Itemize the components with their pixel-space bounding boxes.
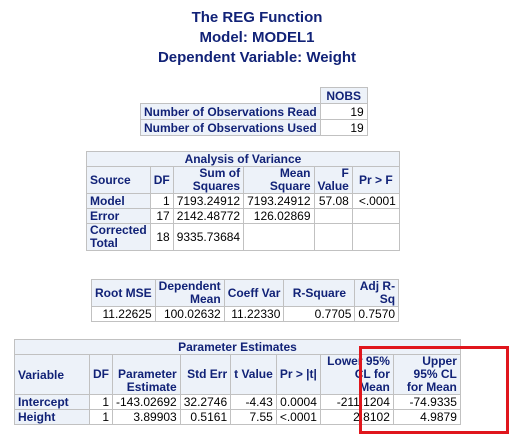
anova-table: Analysis of Variance Source DF Sum of Sq… [86, 151, 400, 251]
cell-lcl: -211.1204 [319, 394, 394, 410]
row-label: Error [86, 208, 151, 224]
cell-t: -4.43 [230, 394, 277, 410]
cell-ucl: 4.9879 [392, 409, 461, 425]
cell-stderr: 0.5161 [179, 409, 232, 425]
col-pr-f: Pr > F [351, 166, 400, 194]
parameter-estimates-table: Parameter Estimates Variable DF Paramete… [14, 339, 461, 425]
cell-t: 7.55 [230, 409, 277, 425]
nobs-read-label: Number of Observations Read [140, 103, 321, 120]
col-mean-square: Mean Square [243, 166, 315, 194]
table-row: Error 17 2142.48772 126.02869 [86, 208, 400, 224]
col-pr-t: Pr > |t| [275, 354, 321, 395]
col-sum-of-squares: Sum of Squares [172, 166, 245, 194]
nobs-used-value: 19 [319, 119, 368, 136]
cell-df: 1 [89, 409, 113, 425]
cell-p: <.0001 [275, 409, 321, 425]
table-row: 11.22625 100.02632 11.22330 0.7705 0.757… [91, 306, 400, 322]
col-lower-cl: Lower 95% CL for Mean [319, 354, 394, 395]
cell-ucl: -74.9335 [392, 394, 461, 410]
nobs-header: NOBS [319, 87, 368, 104]
fit-header-row: Root MSE Dependent Mean Coeff Var R-Squa… [91, 279, 400, 307]
cell-r-square: 0.7705 [283, 306, 356, 322]
cell-stderr: 32.2746 [179, 394, 232, 410]
cell-lcl: 2.8102 [319, 409, 394, 425]
cell-f [313, 208, 353, 224]
col-adj-r-sq: Adj R-Sq [354, 279, 400, 307]
pe-caption: Parameter Estimates [14, 339, 461, 355]
cell-ms: 126.02869 [243, 208, 315, 224]
fit-statistics-table: Root MSE Dependent Mean Coeff Var R-Squa… [91, 279, 400, 322]
nobs-used-label: Number of Observations Used [140, 119, 321, 136]
model-title: Model: MODEL1 [199, 29, 315, 46]
col-parameter-estimate: Parameter Estimate [112, 354, 181, 395]
row-label: Model [86, 193, 151, 209]
col-f-value: F Value [313, 166, 353, 194]
cell-p: <.0001 [351, 193, 400, 209]
col-variable: Variable [14, 354, 90, 395]
anova-caption: Analysis of Variance [86, 151, 400, 167]
row-label: Corrected Total [86, 223, 151, 251]
cell-df: 17 [149, 208, 174, 224]
confidence-limits-highlight [359, 346, 509, 434]
cell-p [351, 208, 400, 224]
procedure-title: The REG Function [191, 9, 323, 26]
nobs-table: NOBS Number of Observations Read 19 Numb… [140, 87, 368, 136]
col-t-value: t Value [230, 354, 277, 395]
nobs-read-value: 19 [319, 103, 368, 120]
cell-ss: 2142.48772 [172, 208, 245, 224]
cell-coeff-var: 11.22330 [223, 306, 285, 322]
cell-adj-r-sq: 0.7570 [354, 306, 400, 322]
anova-header-row: Source DF Sum of Squares Mean Square F V… [86, 166, 400, 194]
table-row: Intercept 1 -143.02692 32.2746 -4.43 0.0… [14, 394, 461, 410]
cell-root-mse: 11.22625 [91, 306, 156, 322]
col-df: DF [89, 354, 113, 395]
cell-ms [243, 223, 315, 251]
cell-f [313, 223, 353, 251]
col-r-square: R-Square [283, 279, 356, 307]
cell-df: 1 [89, 394, 113, 410]
col-df: DF [149, 166, 174, 194]
cell-ss: 7193.24912 [172, 193, 245, 209]
table-row: Height 1 3.89903 0.5161 7.55 <.0001 2.81… [14, 409, 461, 425]
cell-estimate: 3.89903 [112, 409, 181, 425]
table-row: Number of Observations Read 19 [140, 103, 368, 120]
cell-f: 57.08 [313, 193, 353, 209]
cell-ms: 7193.24912 [243, 193, 315, 209]
row-label: Height [14, 409, 90, 425]
cell-df: 1 [149, 193, 174, 209]
report-titles: The REG Function Model: MODEL1 Dependent… [0, 8, 514, 68]
cell-df: 18 [149, 223, 174, 251]
col-coeff-var: Coeff Var [223, 279, 285, 307]
col-dependent-mean: Dependent Mean [154, 279, 225, 307]
pe-header-row: Variable DF Parameter Estimate Std Err t… [14, 354, 461, 395]
cell-estimate: -143.02692 [112, 394, 181, 410]
col-root-mse: Root MSE [91, 279, 156, 307]
cell-p [351, 223, 400, 251]
table-row: Corrected Total 18 9335.73684 [86, 223, 400, 251]
cell-ss: 9335.73684 [172, 223, 245, 251]
row-label: Intercept [14, 394, 90, 410]
cell-p: 0.0004 [275, 394, 321, 410]
col-std-err: Std Err [179, 354, 232, 395]
dependent-variable-title: Dependent Variable: Weight [157, 49, 357, 66]
table-row: Model 1 7193.24912 7193.24912 57.08 <.00… [86, 193, 400, 209]
cell-dependent-mean: 100.02632 [154, 306, 225, 322]
table-row: Number of Observations Used 19 [140, 119, 368, 136]
col-source: Source [86, 166, 151, 194]
